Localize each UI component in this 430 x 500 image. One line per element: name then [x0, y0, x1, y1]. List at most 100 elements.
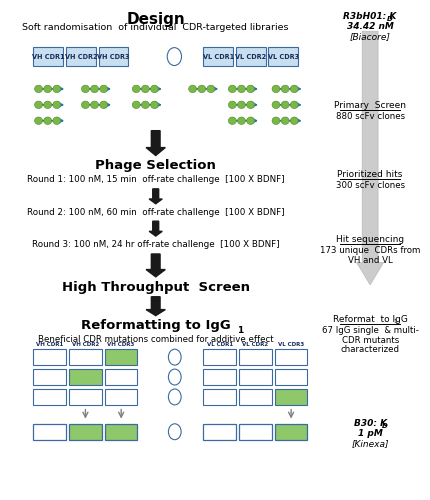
Circle shape	[169, 369, 181, 385]
Text: 173 unique  CDRs from: 173 unique CDRs from	[320, 246, 420, 255]
Ellipse shape	[81, 85, 89, 92]
Ellipse shape	[290, 117, 298, 124]
Ellipse shape	[281, 85, 289, 92]
Text: Prioritized hits: Prioritized hits	[338, 170, 403, 179]
Text: [Kinexa]: [Kinexa]	[351, 439, 389, 448]
Ellipse shape	[247, 101, 255, 108]
Ellipse shape	[198, 85, 206, 92]
Text: 1: 1	[237, 326, 243, 334]
Ellipse shape	[150, 85, 159, 92]
FancyBboxPatch shape	[34, 388, 66, 405]
Ellipse shape	[132, 85, 140, 92]
FancyBboxPatch shape	[239, 349, 272, 366]
Text: D: D	[382, 423, 388, 429]
FancyBboxPatch shape	[69, 369, 102, 385]
FancyBboxPatch shape	[34, 47, 63, 66]
FancyBboxPatch shape	[203, 424, 236, 440]
Ellipse shape	[237, 101, 246, 108]
Text: VH CDR2: VH CDR2	[64, 54, 97, 60]
Text: B30: K: B30: K	[353, 419, 387, 428]
Ellipse shape	[141, 85, 149, 92]
Ellipse shape	[207, 85, 215, 92]
Text: Gly: Gly	[170, 54, 178, 59]
Text: High Throughput  Screen: High Throughput Screen	[61, 281, 250, 294]
Ellipse shape	[53, 117, 61, 124]
FancyBboxPatch shape	[239, 369, 272, 385]
FancyBboxPatch shape	[105, 369, 138, 385]
Text: Round 2: 100 nM, 60 min  off-rate challenge  [100 X BDNF]: Round 2: 100 nM, 60 min off-rate challen…	[27, 208, 285, 216]
FancyBboxPatch shape	[34, 349, 66, 366]
Ellipse shape	[237, 85, 246, 92]
Text: VL CDR1: VL CDR1	[203, 54, 234, 60]
FancyBboxPatch shape	[69, 424, 102, 440]
Ellipse shape	[44, 85, 52, 92]
Ellipse shape	[272, 101, 280, 108]
Text: VL CDR1: VL CDR1	[206, 342, 233, 347]
Text: VH CDR1: VH CDR1	[32, 54, 64, 60]
FancyBboxPatch shape	[236, 47, 266, 66]
Circle shape	[169, 424, 181, 440]
FancyArrow shape	[149, 189, 162, 204]
Text: CDR mutants: CDR mutants	[341, 336, 399, 344]
FancyArrow shape	[149, 221, 162, 236]
Circle shape	[169, 349, 181, 365]
Ellipse shape	[100, 85, 108, 92]
Text: VH CDR1: VH CDR1	[36, 342, 63, 347]
Ellipse shape	[247, 85, 255, 92]
FancyBboxPatch shape	[203, 369, 236, 385]
Text: VH and VL: VH and VL	[348, 256, 393, 265]
FancyArrow shape	[146, 254, 165, 277]
Ellipse shape	[100, 101, 108, 108]
Ellipse shape	[34, 85, 43, 92]
Ellipse shape	[91, 85, 98, 92]
Ellipse shape	[53, 85, 61, 92]
Ellipse shape	[228, 101, 237, 108]
Circle shape	[169, 389, 181, 405]
Text: Beneficial CDR mutations combined for additive effect: Beneficial CDR mutations combined for ad…	[38, 334, 273, 344]
Text: Reformatting to IgG: Reformatting to IgG	[81, 319, 230, 332]
FancyBboxPatch shape	[275, 424, 307, 440]
Ellipse shape	[272, 117, 280, 124]
Text: Phage Selection: Phage Selection	[95, 159, 216, 172]
FancyBboxPatch shape	[34, 424, 66, 440]
Text: 300 scFv clones: 300 scFv clones	[335, 182, 405, 190]
Ellipse shape	[141, 101, 149, 108]
FancyBboxPatch shape	[203, 349, 236, 366]
Text: Round 1: 100 nM, 15 min  off-rate challenge  [100 X BDNF]: Round 1: 100 nM, 15 min off-rate challen…	[27, 176, 285, 184]
Text: Design: Design	[126, 12, 185, 28]
Text: VH CDR3: VH CDR3	[108, 342, 135, 347]
Text: 880 scFv clones: 880 scFv clones	[335, 112, 405, 121]
FancyBboxPatch shape	[69, 388, 102, 405]
Text: VH CDR3: VH CDR3	[97, 54, 130, 60]
FancyBboxPatch shape	[268, 47, 298, 66]
FancyArrow shape	[146, 296, 165, 316]
Ellipse shape	[91, 101, 98, 108]
Ellipse shape	[132, 101, 140, 108]
FancyBboxPatch shape	[98, 47, 128, 66]
Ellipse shape	[53, 101, 61, 108]
Text: Hit sequencing: Hit sequencing	[336, 235, 404, 244]
Text: 34.42 nM: 34.42 nM	[347, 22, 393, 32]
FancyBboxPatch shape	[203, 388, 236, 405]
Text: 1: 1	[393, 318, 397, 324]
Ellipse shape	[44, 117, 52, 124]
Text: VH CDR2: VH CDR2	[72, 342, 99, 347]
Text: Reformat  to IgG: Reformat to IgG	[333, 314, 408, 324]
FancyArrow shape	[146, 130, 165, 156]
Text: Soft randomisation  of individual  CDR-targeted libraries: Soft randomisation of individual CDR-tar…	[22, 23, 289, 32]
FancyBboxPatch shape	[275, 388, 307, 405]
FancyBboxPatch shape	[66, 47, 96, 66]
Ellipse shape	[247, 117, 255, 124]
Ellipse shape	[228, 85, 237, 92]
Ellipse shape	[228, 117, 237, 124]
FancyBboxPatch shape	[105, 349, 138, 366]
Ellipse shape	[189, 85, 197, 92]
Text: VL CDR3: VL CDR3	[278, 342, 304, 347]
Ellipse shape	[34, 101, 43, 108]
FancyBboxPatch shape	[239, 388, 272, 405]
Text: R3bH01: K: R3bH01: K	[344, 12, 397, 22]
FancyArrow shape	[356, 31, 384, 285]
Text: characterized: characterized	[341, 346, 399, 354]
Text: D: D	[387, 16, 393, 22]
Ellipse shape	[272, 85, 280, 92]
